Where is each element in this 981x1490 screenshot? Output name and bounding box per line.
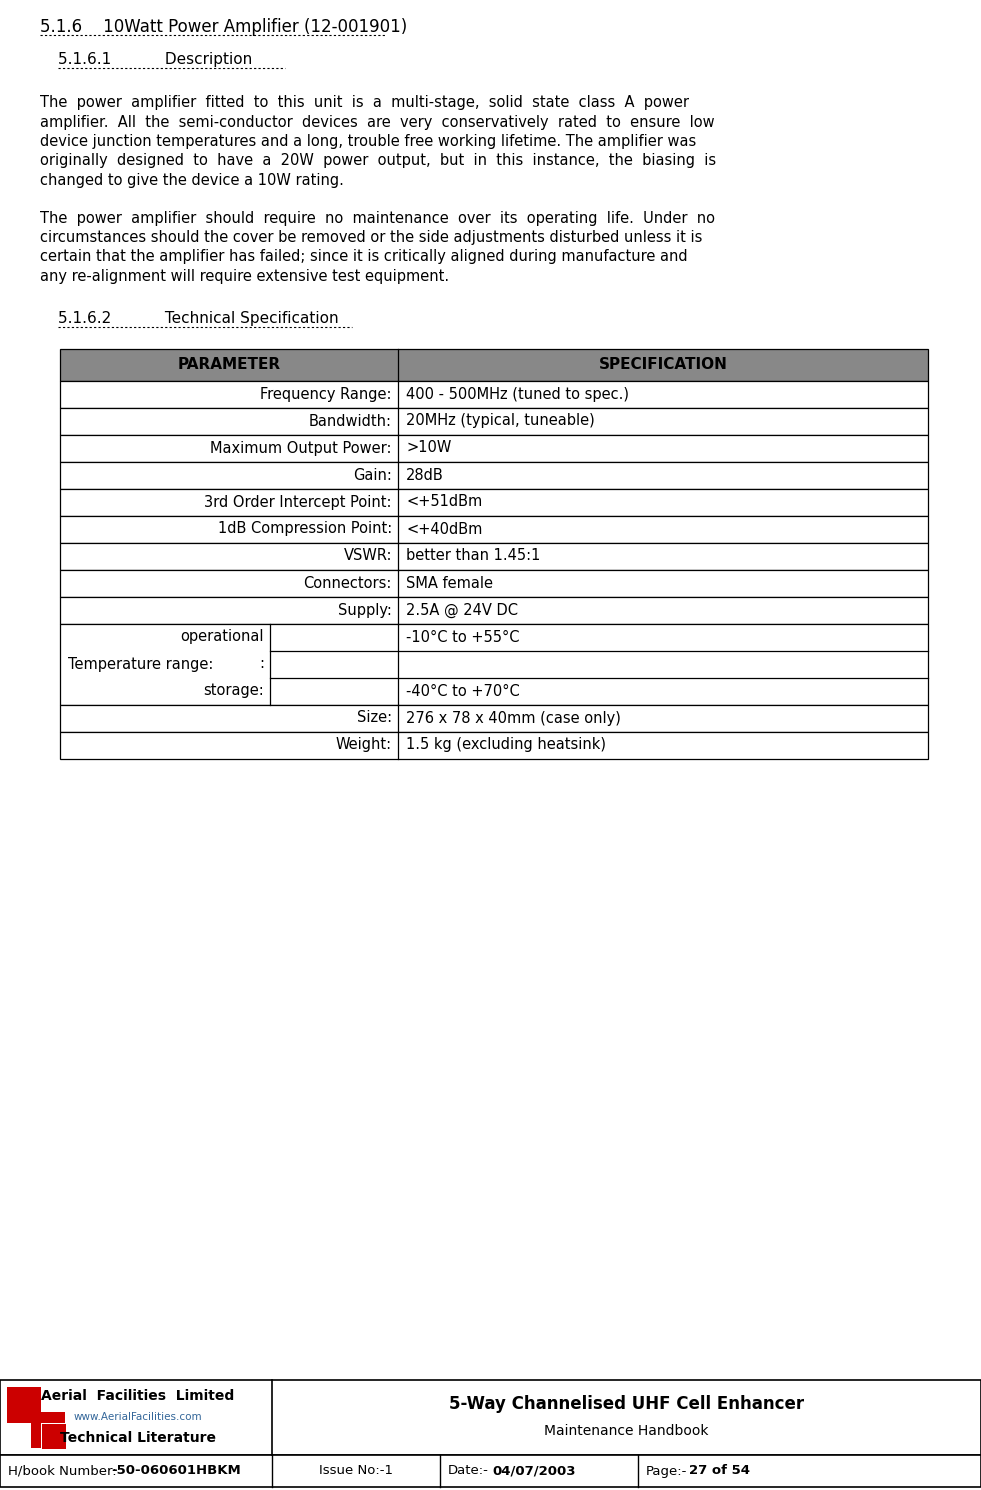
Text: Frequency Range:: Frequency Range:: [261, 386, 392, 401]
Bar: [60, 462, 928, 489]
Text: certain that the amplifier has failed; since it is critically aligned during man: certain that the amplifier has failed; s…: [40, 249, 688, 265]
Text: changed to give the device a 10W rating.: changed to give the device a 10W rating.: [40, 173, 344, 188]
Bar: [60, 516, 928, 542]
Text: PARAMETER: PARAMETER: [178, 358, 281, 372]
Text: Date:-: Date:-: [448, 1465, 489, 1478]
Text: 5.1.6.1           Description: 5.1.6.1 Description: [58, 52, 252, 67]
Text: The  power  amplifier  should  require  no  maintenance  over  its  operating  l: The power amplifier should require no ma…: [40, 210, 715, 225]
Text: Page:-: Page:-: [646, 1465, 688, 1478]
Bar: [7, 1387, 30, 1411]
Bar: [60, 349, 928, 380]
Text: SMA female: SMA female: [406, 575, 493, 590]
Bar: [60, 435, 928, 462]
Bar: [60, 596, 928, 623]
Text: 5.1.6.2           Technical Specification: 5.1.6.2 Technical Specification: [58, 310, 338, 325]
Text: Issue No:-1: Issue No:-1: [319, 1465, 393, 1478]
Text: 1.5 kg (excluding heatsink): 1.5 kg (excluding heatsink): [406, 738, 606, 752]
Text: Supply:: Supply:: [338, 602, 392, 617]
Text: circumstances should the cover be removed or the side adjustments disturbed unle: circumstances should the cover be remove…: [40, 229, 702, 244]
Text: device junction temperatures and a long, trouble free working lifetime. The ampl: device junction temperatures and a long,…: [40, 134, 697, 149]
Text: Gain:: Gain:: [353, 468, 392, 483]
Text: better than 1.45:1: better than 1.45:1: [406, 548, 541, 563]
Text: Maintenance Handbook: Maintenance Handbook: [544, 1424, 708, 1438]
Text: Technical Literature: Technical Literature: [60, 1432, 216, 1445]
Bar: [42, 1424, 66, 1448]
Text: operational: operational: [181, 629, 264, 645]
Text: Size:: Size:: [357, 711, 392, 726]
Text: 04/07/2003: 04/07/2003: [492, 1465, 576, 1478]
Bar: [60, 489, 928, 516]
Text: Bandwidth:: Bandwidth:: [309, 414, 392, 429]
Bar: [60, 407, 928, 435]
Bar: [60, 705, 928, 732]
Text: 1dB Compression Point:: 1dB Compression Point:: [218, 522, 392, 536]
Bar: [0, 1456, 981, 1487]
Text: amplifier.  All  the  semi-conductor  devices  are  very  conservatively  rated : amplifier. All the semi-conductor device…: [40, 115, 714, 130]
Text: 5.1.6    10Watt Power Amplifier (12-001901): 5.1.6 10Watt Power Amplifier (12-001901): [40, 18, 407, 36]
Text: <+40dBm: <+40dBm: [406, 522, 483, 536]
Text: -40°C to +70°C: -40°C to +70°C: [406, 684, 520, 699]
Text: 27 of 54: 27 of 54: [689, 1465, 750, 1478]
Text: 2.5A @ 24V DC: 2.5A @ 24V DC: [406, 602, 518, 617]
Text: SPECIFICATION: SPECIFICATION: [598, 358, 728, 372]
Text: 5-Way Channelised UHF Cell Enhancer: 5-Way Channelised UHF Cell Enhancer: [449, 1395, 804, 1413]
Text: Aerial  Facilities  Limited: Aerial Facilities Limited: [41, 1390, 234, 1404]
Bar: [60, 542, 928, 569]
Text: storage:: storage:: [203, 684, 264, 699]
Text: The  power  amplifier  fitted  to  this  unit  is  a  multi-stage,  solid  state: The power amplifier fitted to this unit …: [40, 95, 689, 110]
Bar: [60, 623, 928, 705]
Text: www.AerialFacilities.com: www.AerialFacilities.com: [74, 1413, 202, 1423]
Bar: [5, 1386, 67, 1450]
Text: originally  designed  to  have  a  20W  power  output,  but  in  this  instance,: originally designed to have a 20W power …: [40, 153, 716, 168]
Text: <+51dBm: <+51dBm: [406, 495, 483, 510]
Text: >10W: >10W: [406, 441, 451, 456]
Bar: [60, 380, 928, 407]
Bar: [60, 569, 928, 596]
Bar: [60, 732, 928, 758]
Text: Maximum Output Power:: Maximum Output Power:: [211, 441, 392, 456]
Text: 276 x 78 x 40mm (case only): 276 x 78 x 40mm (case only): [406, 711, 621, 726]
Bar: [7, 1413, 65, 1423]
Bar: [31, 1387, 41, 1448]
Text: 400 - 500MHz (tuned to spec.): 400 - 500MHz (tuned to spec.): [406, 386, 629, 401]
Text: :: :: [259, 657, 264, 672]
Text: -10°C to +55°C: -10°C to +55°C: [406, 629, 520, 645]
Bar: [0, 1380, 981, 1456]
Text: any re-alignment will require extensive test equipment.: any re-alignment will require extensive …: [40, 270, 449, 285]
Text: H/book Number:: H/book Number:: [8, 1465, 117, 1478]
Text: 28dB: 28dB: [406, 468, 443, 483]
Text: 3rd Order Intercept Point:: 3rd Order Intercept Point:: [204, 495, 392, 510]
Text: -50-060601HBKM: -50-060601HBKM: [111, 1465, 240, 1478]
Text: 20MHz (typical, tuneable): 20MHz (typical, tuneable): [406, 414, 594, 429]
Text: Temperature range:: Temperature range:: [68, 657, 214, 672]
Text: Connectors:: Connectors:: [304, 575, 392, 590]
Text: VSWR:: VSWR:: [343, 548, 392, 563]
Text: Weight:: Weight:: [336, 738, 392, 752]
